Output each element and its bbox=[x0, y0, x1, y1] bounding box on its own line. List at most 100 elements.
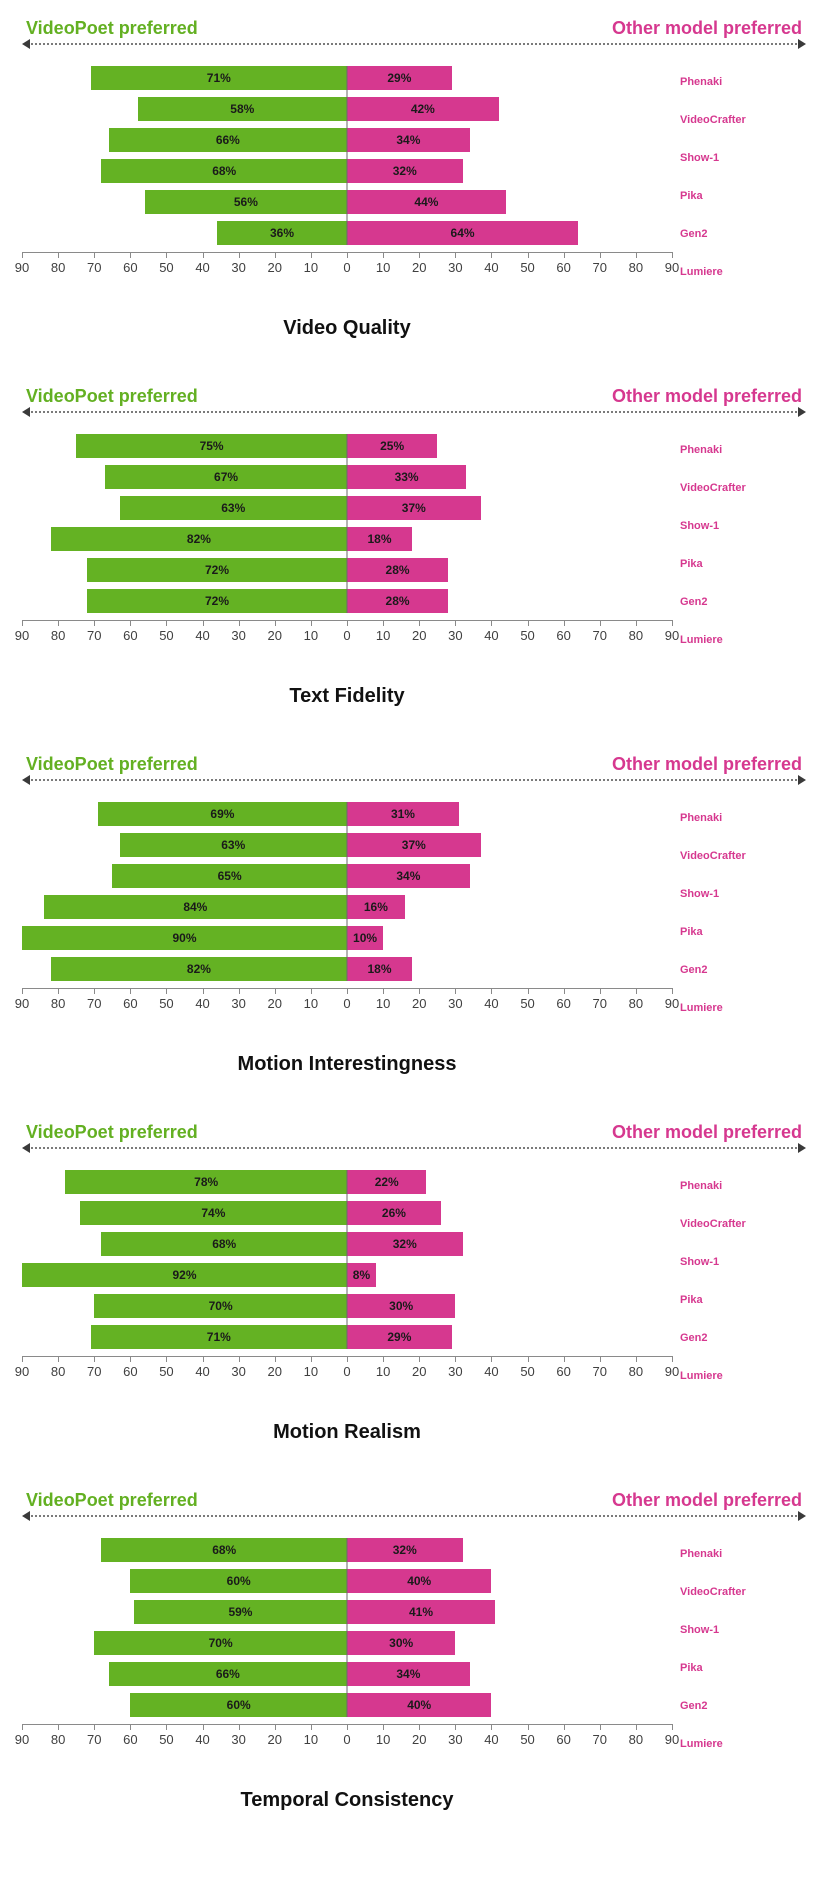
bar-half-right: 10% bbox=[347, 926, 672, 950]
row-label: Phenaki bbox=[680, 445, 806, 456]
bar-right: 22% bbox=[347, 1170, 426, 1194]
bar-left: 82% bbox=[51, 957, 347, 981]
row-labels: PhenakiVideoCrafterShow-1PikaGen2Lumiere bbox=[672, 427, 806, 663]
x-tick bbox=[275, 252, 276, 258]
x-tick-label: 70 bbox=[593, 1732, 607, 1747]
bar-half-left: 71% bbox=[22, 1325, 347, 1349]
center-axis-line bbox=[347, 1170, 348, 1349]
legend-left: VideoPoet preferred bbox=[26, 386, 198, 407]
x-tick-label: 30 bbox=[231, 996, 245, 1011]
x-tick bbox=[455, 1724, 456, 1730]
legend-left: VideoPoet preferred bbox=[26, 1490, 198, 1511]
x-tick bbox=[275, 1724, 276, 1730]
center-axis-line bbox=[347, 66, 348, 245]
x-tick-label: 80 bbox=[51, 1364, 65, 1379]
bar-left: 56% bbox=[145, 190, 347, 214]
row-label: Lumiere bbox=[680, 1371, 806, 1382]
x-tick-label: 10 bbox=[304, 260, 318, 275]
x-tick-label: 20 bbox=[268, 1732, 282, 1747]
x-tick bbox=[311, 252, 312, 258]
bar-right: 34% bbox=[347, 864, 470, 888]
x-tick bbox=[672, 252, 673, 258]
x-tick-label: 20 bbox=[268, 996, 282, 1011]
row-label: VideoCrafter bbox=[680, 1219, 806, 1230]
row-label: Pika bbox=[680, 559, 806, 570]
bars-area: 68%32%60%40%59%41%70%30%66%34%60%40% bbox=[22, 1538, 672, 1717]
bar-left: 69% bbox=[98, 802, 347, 826]
x-tick bbox=[22, 252, 23, 258]
row-label: Phenaki bbox=[680, 77, 806, 88]
bar-left: 78% bbox=[65, 1170, 347, 1194]
bar-left: 63% bbox=[120, 833, 348, 857]
bar-right: 37% bbox=[347, 496, 481, 520]
x-tick bbox=[528, 988, 529, 994]
bar-half-right: 41% bbox=[347, 1600, 672, 1624]
bar-left: 82% bbox=[51, 527, 347, 551]
row-label: Show-1 bbox=[680, 1257, 806, 1268]
charts-page: VideoPoet preferredOther model preferred… bbox=[0, 0, 828, 1898]
x-tick-label: 30 bbox=[448, 996, 462, 1011]
x-axis: 9080706050403020100102030405060708090 bbox=[22, 1724, 672, 1736]
x-tick-label: 70 bbox=[593, 996, 607, 1011]
x-tick bbox=[491, 1356, 492, 1362]
bar-right: 30% bbox=[347, 1631, 455, 1655]
legend-left: VideoPoet preferred bbox=[26, 18, 198, 39]
bar-half-right: 44% bbox=[347, 190, 672, 214]
x-tick-label: 90 bbox=[665, 996, 679, 1011]
bar-half-right: 31% bbox=[347, 802, 672, 826]
bars-area: 71%29%58%42%66%34%68%32%56%44%36%64% bbox=[22, 66, 672, 245]
x-tick-label: 30 bbox=[448, 260, 462, 275]
axis-title: Video Quality bbox=[22, 317, 672, 340]
x-tick bbox=[58, 1724, 59, 1730]
bar-half-right: 34% bbox=[347, 128, 672, 152]
x-tick bbox=[672, 1356, 673, 1362]
arrow-divider bbox=[24, 43, 804, 45]
x-tick bbox=[347, 988, 348, 994]
x-tick bbox=[130, 620, 131, 626]
x-tick bbox=[636, 252, 637, 258]
plot-wrap: 78%22%74%26%68%32%92%8%70%30%71%29%90807… bbox=[22, 1163, 806, 1399]
x-tick-label: 40 bbox=[484, 1364, 498, 1379]
bar-half-right: 18% bbox=[347, 957, 672, 981]
x-tick bbox=[166, 1356, 167, 1362]
bar-half-left: 72% bbox=[22, 558, 347, 582]
x-tick-label: 0 bbox=[343, 1732, 350, 1747]
x-tick-label: 80 bbox=[629, 260, 643, 275]
bar-half-left: 78% bbox=[22, 1170, 347, 1194]
bar-left: 60% bbox=[130, 1569, 347, 1593]
x-tick bbox=[419, 620, 420, 626]
x-tick bbox=[383, 252, 384, 258]
bar-left: 70% bbox=[94, 1631, 347, 1655]
bar-right: 41% bbox=[347, 1600, 495, 1624]
axis-title: Motion Realism bbox=[22, 1421, 672, 1444]
x-tick-label: 70 bbox=[87, 260, 101, 275]
x-tick-label: 10 bbox=[376, 1732, 390, 1747]
x-tick-label: 0 bbox=[343, 628, 350, 643]
x-tick-label: 0 bbox=[343, 260, 350, 275]
bar-half-right: 30% bbox=[347, 1294, 672, 1318]
x-tick-label: 60 bbox=[123, 1364, 137, 1379]
legend-row: VideoPoet preferredOther model preferred bbox=[22, 754, 806, 779]
x-tick bbox=[672, 620, 673, 626]
bar-left: 71% bbox=[91, 1325, 347, 1349]
bar-half-right: 18% bbox=[347, 527, 672, 551]
bar-left: 59% bbox=[134, 1600, 347, 1624]
bar-right: 29% bbox=[347, 66, 452, 90]
legend-right: Other model preferred bbox=[612, 754, 802, 775]
bar-right: 32% bbox=[347, 1538, 463, 1562]
row-label: Show-1 bbox=[680, 889, 806, 900]
bar-half-left: 75% bbox=[22, 434, 347, 458]
x-tick-label: 20 bbox=[412, 1364, 426, 1379]
bar-right: 30% bbox=[347, 1294, 455, 1318]
x-tick bbox=[311, 620, 312, 626]
bars-area: 78%22%74%26%68%32%92%8%70%30%71%29% bbox=[22, 1170, 672, 1349]
bar-right: 18% bbox=[347, 957, 412, 981]
row-label: Show-1 bbox=[680, 153, 806, 164]
bar-half-left: 66% bbox=[22, 128, 347, 152]
axis-title: Text Fidelity bbox=[22, 685, 672, 708]
legend-row: VideoPoet preferredOther model preferred bbox=[22, 1490, 806, 1515]
x-tick-label: 50 bbox=[520, 1732, 534, 1747]
x-tick bbox=[528, 252, 529, 258]
x-tick bbox=[94, 988, 95, 994]
x-tick bbox=[419, 1356, 420, 1362]
